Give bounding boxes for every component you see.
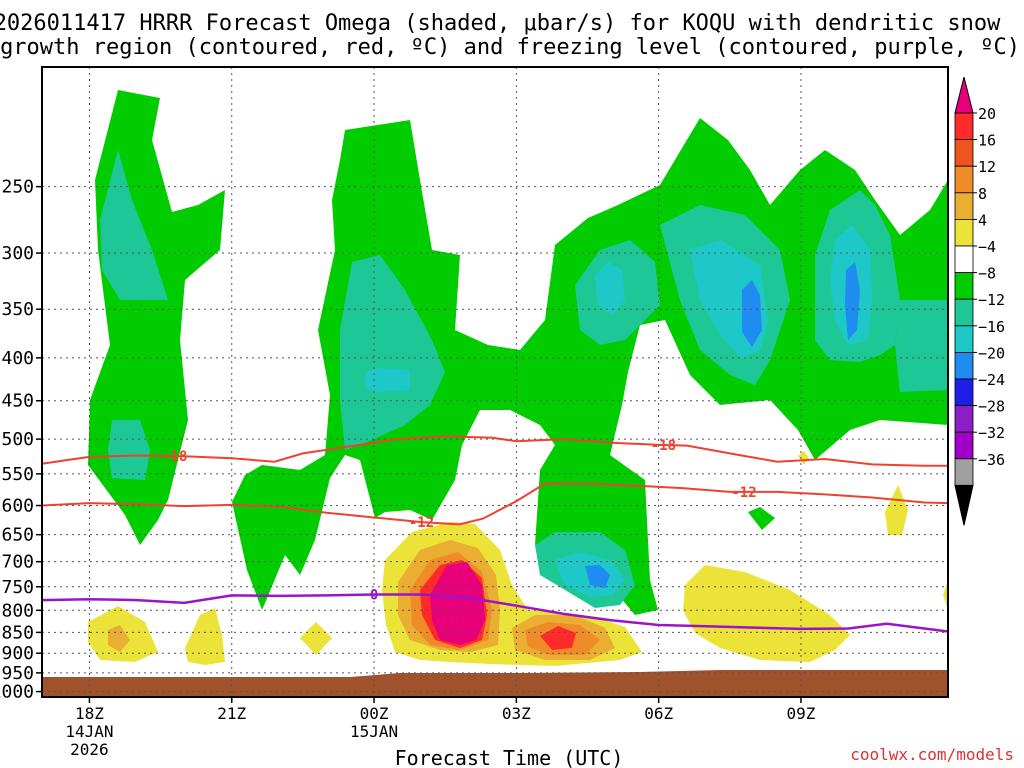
omega-region-teal-7 <box>895 300 948 392</box>
plot-frame <box>41 66 949 698</box>
x-tick-label-09Z: 09Z <box>786 704 815 723</box>
x-tick-label-06Z: 06Z <box>644 704 673 723</box>
colorbar-bin-12 <box>954 405 974 433</box>
contour-line-dgz-bottom <box>41 482 949 526</box>
terrain-surface <box>42 670 948 697</box>
omega-region-blue-3 <box>585 565 610 588</box>
omega-region-yellow-5 <box>683 565 850 662</box>
x-tick-date-00Z: 15JAN <box>350 722 398 741</box>
colorbar-label-6: −8 <box>978 265 996 283</box>
colorbar-label-7: −12 <box>978 291 1005 309</box>
colorbar-bin-10 <box>954 351 974 380</box>
y-tick-label-1000: 1000 <box>0 682 34 703</box>
y-tick-label-600: 600 <box>1 496 34 517</box>
contour-line-dgz-top <box>41 435 948 467</box>
contour-line-freezing-level <box>41 593 949 633</box>
y-tick-label-700: 700 <box>1 552 34 573</box>
omega-region-green-3 <box>748 507 775 530</box>
colorbar-arrow-bottom <box>954 484 974 526</box>
y-tick-label-850: 850 <box>1 622 34 643</box>
omega-region-cyan-1 <box>365 368 410 392</box>
colorbar-label-8: −16 <box>978 318 1005 336</box>
colorbar-bin-6 <box>954 245 974 274</box>
contour-label-dgz-top-1: -18 <box>651 438 676 454</box>
colorbar-label-11: −28 <box>978 398 1005 416</box>
colorbar-label-3: 8 <box>978 185 987 203</box>
chart-title-line2: growth region (contoured, red, ºC) and f… <box>0 35 1020 60</box>
colorbar-bin-14 <box>954 458 974 486</box>
colorbar-label-13: −36 <box>978 451 1005 469</box>
colorbar-label-2: 12 <box>978 158 996 176</box>
omega-shading <box>88 90 948 666</box>
x-tick-label-00Z: 00Z <box>360 704 389 723</box>
y-tick-label-250: 250 <box>1 177 34 198</box>
x-tick-label-21Z: 21Z <box>217 704 246 723</box>
gridlines <box>42 67 948 697</box>
watermark: coolwx.com/models <box>850 745 1014 764</box>
omega-region-yellow-3 <box>185 608 225 665</box>
y-tick-label-500: 500 <box>1 429 34 450</box>
y-tick-label-950: 950 <box>1 663 34 684</box>
y-tick-label-350: 350 <box>1 299 34 320</box>
colorbar-label-0: 20 <box>978 105 996 123</box>
colorbar-bin-3 <box>954 165 974 194</box>
colorbar-label-9: −20 <box>978 344 1005 362</box>
colorbar-label-12: −32 <box>978 424 1005 442</box>
contour-label-dgz-bottom-0: -12 <box>409 515 434 531</box>
omega-region-yellow-4 <box>300 622 332 655</box>
contour-lines: -18 -18 -12 -12 0 <box>41 435 949 633</box>
colorbar-bin-1 <box>954 112 974 141</box>
omega-region-blue-1 <box>742 280 762 347</box>
x-tick-label-03Z: 03Z <box>502 704 531 723</box>
colorbar-bin-9 <box>954 325 974 353</box>
colorbar-label-10: −24 <box>978 371 1005 389</box>
contour-label-dgz-bottom-1: -12 <box>731 485 756 501</box>
y-tick-label-300: 300 <box>1 243 34 264</box>
colorbar: 20 16 12 8 4 −4 −8 −12 −16 −20 −24 −28 −32 −36 <box>954 76 1005 526</box>
omega-region-cyan-2 <box>595 262 625 315</box>
omega-region-yellow-6 <box>885 485 908 535</box>
colorbar-label-5: −4 <box>978 238 996 256</box>
x-tick-label-18Z: 18Z <box>75 704 104 723</box>
x-axis-title: Forecast Time (UTC) <box>395 746 624 768</box>
x-tick-date-18Z: 14JAN <box>65 722 113 741</box>
colorbar-bin-4 <box>954 192 974 220</box>
colorbar-arrow-top <box>954 76 974 114</box>
y-axis: 2503003504004505005506006507007508008509… <box>0 177 42 703</box>
colorbar-bin-11 <box>954 378 974 407</box>
colorbar-bin-13 <box>954 431 974 460</box>
contour-label-dgz-top-0: -18 <box>162 449 187 465</box>
y-tick-label-400: 400 <box>1 348 34 369</box>
y-tick-label-900: 900 <box>1 643 34 664</box>
contour-label-freezing-level-0: 0 <box>370 587 378 603</box>
colorbar-bin-5 <box>954 218 974 247</box>
colorbar-label-4: 4 <box>978 211 987 229</box>
omega-region-gold-3 <box>108 625 130 652</box>
omega-region-yellow-7 <box>798 451 809 465</box>
omega-region-yellow-8 <box>943 580 948 610</box>
y-tick-label-650: 650 <box>1 525 34 546</box>
y-tick-label-800: 800 <box>1 600 34 621</box>
y-tick-label-450: 450 <box>1 391 34 412</box>
omega-region-teal-2 <box>108 420 150 480</box>
y-tick-label-550: 550 <box>1 464 34 485</box>
omega-region-red-2 <box>540 626 576 650</box>
y-tick-label-750: 750 <box>1 577 34 598</box>
chart-title-line1: 2026011417 HRRR Forecast Omega (shaded, … <box>0 11 1001 36</box>
omega-region-teal-3 <box>340 255 445 450</box>
colorbar-bin-7 <box>954 272 974 300</box>
colorbar-bin-2 <box>954 139 974 167</box>
omega-region-blue-2 <box>845 262 860 340</box>
omega-region-magenta-1 <box>430 562 485 645</box>
colorbar-label-1: 16 <box>978 132 996 150</box>
omega-region-teal-1 <box>100 150 168 300</box>
x-tick-year-18Z: 2026 <box>70 740 109 759</box>
colorbar-bin-8 <box>954 298 974 327</box>
